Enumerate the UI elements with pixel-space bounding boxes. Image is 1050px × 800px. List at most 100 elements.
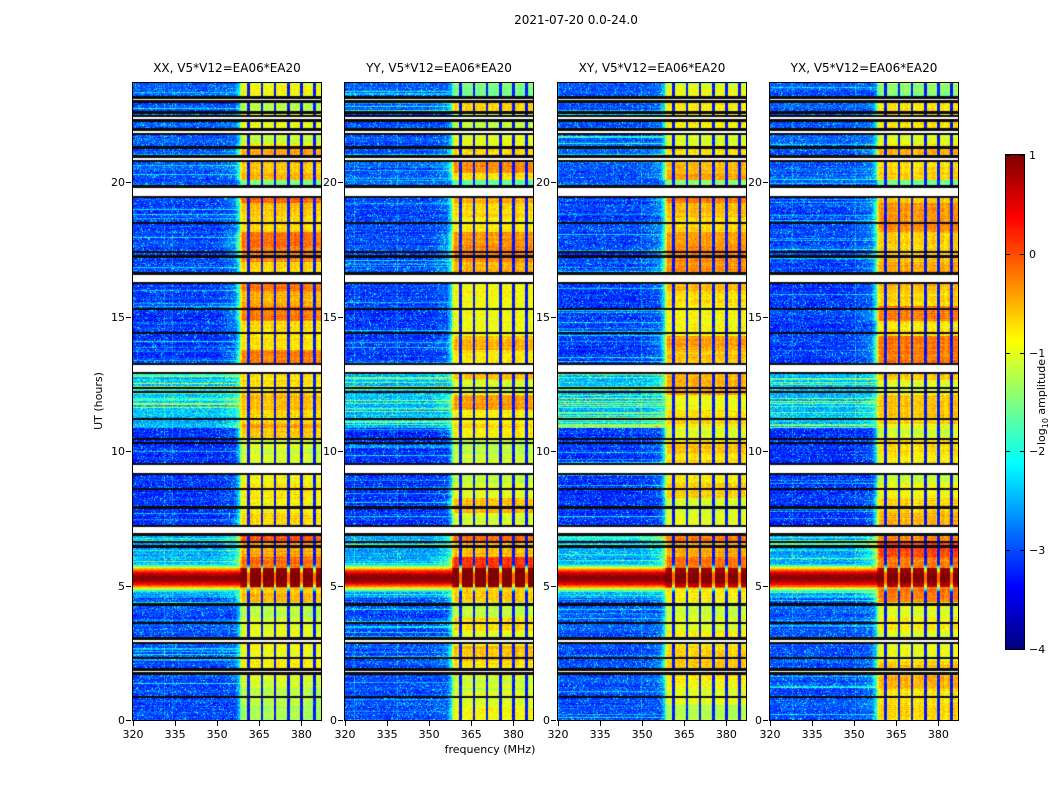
colorbar-label-sub: 10 [1041,418,1050,429]
x-tick-mark [812,721,814,726]
y-tick-label: 5 [330,579,337,593]
colorbar-tick-mark [1020,155,1024,156]
figure-title: 2021-07-20 0.0-24.0 [514,13,638,27]
y-tick-label: 5 [118,579,125,593]
y-tick-label: 10 [323,445,337,459]
x-tick-mark [600,721,602,726]
x-tick-mark [429,721,431,726]
x-tick-label: 365 [460,728,482,741]
x-tick-label: 350 [843,728,865,741]
y-tick-mark [126,182,131,184]
y-tick-mark [338,451,343,453]
x-tick-mark [726,721,728,726]
x-tick-mark [259,721,261,726]
colorbar-tick-mark [1006,451,1010,453]
y-tick-label: 15 [323,310,337,324]
x-tick-mark [770,721,771,726]
x-tick-label: 350 [631,728,653,741]
x-tick-label: 380 [290,728,312,741]
x-tick-mark [133,721,134,726]
y-tick-mark [338,720,343,721]
x-tick-label: 350 [206,728,228,741]
panel-title: YY, V5*V12=EA06*EA20 [366,61,512,75]
x-tick-label: 335 [376,728,398,741]
x-tick-mark [301,721,303,726]
colorbar-tick-mark [1006,649,1010,650]
x-tick-mark [854,721,856,726]
x-tick-label: 320 [122,728,144,741]
colorbar-tick-label: 1 [1029,149,1036,162]
x-tick-label: 335 [164,728,186,741]
y-tick-label: 15 [748,310,762,324]
y-tick-mark [126,316,131,318]
x-tick-mark [684,721,686,726]
y-tick-mark [126,451,131,453]
y-tick-mark [338,182,343,184]
y-tick-label: 0 [330,714,337,727]
colorbar-gradient [1005,154,1025,650]
x-tick-mark [345,721,346,726]
x-tick-mark [938,721,940,726]
x-tick-mark [471,721,473,726]
x-tick-mark [558,721,559,726]
x-tick-label: 380 [715,728,737,741]
colorbar-tick-mark [1006,253,1010,255]
y-tick-label: 15 [536,310,550,324]
colorbar-tick-mark [1020,451,1024,453]
spectrogram-canvas-YX [769,82,959,721]
x-tick-mark [513,721,515,726]
x-tick-mark [217,721,219,726]
x-tick-mark [175,721,177,726]
y-tick-mark [763,585,768,587]
x-tick-label: 335 [589,728,611,741]
y-tick-mark [551,451,556,453]
colorbar-tick-mark [1006,550,1010,552]
x-tick-label: 380 [927,728,949,741]
x-tick-label: 380 [502,728,524,741]
x-tick-label: 320 [547,728,569,741]
y-tick-label: 20 [748,176,762,190]
spectrogram-canvas-XY [557,82,747,721]
spectrogram-canvas-XX [132,82,322,721]
y-tick-label: 20 [111,176,125,190]
y-tick-label: 0 [543,714,550,727]
panel-title: XY, V5*V12=EA06*EA20 [578,61,726,75]
x-tick-label: 365 [248,728,270,741]
colorbar-tick-mark [1006,352,1010,354]
colorbar-tick-label: 0 [1029,247,1036,261]
y-tick-label: 5 [755,579,762,593]
y-tick-label: 15 [111,310,125,324]
colorbar-label-post: amplitude [1035,358,1048,419]
y-tick-label: 5 [543,579,550,593]
colorbar-tick-mark [1006,155,1010,156]
y-tick-mark [763,451,768,453]
y-tick-mark [763,720,768,721]
x-tick-mark [387,721,389,726]
colorbar-tick-mark [1020,550,1024,552]
x-tick-mark [642,721,644,726]
colorbar-tick-mark [1020,253,1024,255]
x-tick-label: 335 [801,728,823,741]
x-tick-mark [896,721,898,726]
y-tick-label: 10 [748,445,762,459]
x-axis-label: frequency (MHz) [444,743,536,756]
spectrogram-canvas-YY [344,82,534,721]
y-tick-mark [551,182,556,184]
colorbar-tick-label: −1 [1029,346,1046,360]
y-axis-label: UT (hours) [92,372,105,430]
panel-title: XX, V5*V12=EA06*EA20 [153,61,301,75]
y-tick-label: 0 [755,714,762,727]
colorbar-tick-mark [1020,649,1024,650]
y-tick-mark [551,585,556,587]
colorbar-tick-label: −3 [1029,544,1046,558]
y-tick-label: 10 [111,445,125,459]
y-tick-mark [763,182,768,184]
x-tick-label: 365 [885,728,907,741]
colorbar-tick-mark [1020,352,1024,354]
y-tick-label: 0 [118,714,125,727]
colorbar-tick-label: −2 [1029,445,1046,459]
y-tick-mark [338,316,343,318]
x-tick-label: 320 [334,728,356,741]
colorbar-label-pre: log [1035,428,1048,446]
